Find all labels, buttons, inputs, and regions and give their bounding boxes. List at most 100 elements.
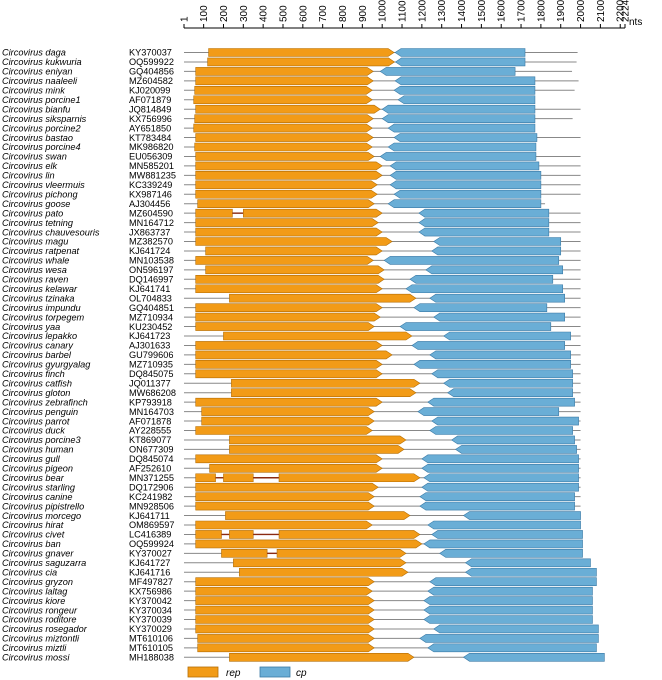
- rep-gene: [195, 350, 393, 360]
- genome-row: Circovirus eniyan GQ404856: [2, 67, 573, 77]
- genome-row: Circovirus impundu GQ404851: [2, 303, 581, 313]
- axis-tick-label: 800: [338, 5, 349, 22]
- virus-name: Circovirus kukwuria: [2, 57, 82, 67]
- virus-name: Circovirus duck: [2, 426, 65, 436]
- genome-row: Circovirus torpegem MZ710934: [2, 312, 581, 322]
- accession-number: DQ146997: [129, 275, 173, 285]
- rep-gene: [221, 549, 268, 558]
- genome-row: Circovirus elk MN585201: [2, 161, 581, 171]
- rep-gene: [195, 520, 373, 530]
- axis-tick-label: 1000: [378, 0, 389, 22]
- genome-row: Circovirus cia KJ641716: [2, 567, 597, 577]
- rep-gene: [195, 360, 383, 369]
- cp-gene: [431, 369, 573, 379]
- rep-gene: [195, 397, 383, 407]
- accession-number: MN164703: [129, 407, 174, 417]
- virus-name: Circovirus rongeur: [2, 605, 78, 615]
- axis-tick-label: 1700: [517, 0, 528, 22]
- genome-row: Circovirus miztontli MT610106: [2, 634, 599, 644]
- genome-row: Circovirus gull DQ845074: [2, 454, 581, 464]
- virus-name: Circovirus civet: [2, 530, 65, 540]
- genome-row: Circovirus yaa KU230452: [2, 322, 581, 332]
- axis-tick-label: 1600: [497, 0, 508, 22]
- rep-gene: [195, 530, 222, 539]
- rep-gene: [231, 378, 421, 388]
- genome-row: Circovirus miztli MT610105: [2, 643, 597, 653]
- rep-gene: [229, 530, 254, 539]
- rep-gene: [276, 549, 407, 558]
- cp-gene: [413, 303, 548, 312]
- cp-gene: [417, 407, 560, 416]
- rep-gene: [194, 86, 373, 95]
- accession-number: OL704833: [129, 293, 172, 303]
- rep-gene: [229, 435, 407, 445]
- axis-tick-label: 1200: [417, 0, 428, 22]
- axis-tick-label: 1100: [398, 0, 409, 22]
- cp-gene: [389, 180, 542, 190]
- accession-number: KJ641741: [129, 284, 170, 294]
- rep-gene: [195, 624, 375, 634]
- cp-gene: [397, 95, 536, 105]
- virus-name: Circovirus morcego: [2, 511, 81, 521]
- accession-number: KY370034: [129, 605, 172, 615]
- cp-gene: [429, 426, 573, 435]
- virus-name: Circovirus gyurgyalag: [2, 360, 91, 370]
- cp-gene: [387, 123, 536, 133]
- accession-number: AF071878: [129, 416, 171, 426]
- genome-row: Circovirus laltag KX756986: [2, 586, 593, 596]
- axis-tick-label: 1900: [556, 0, 567, 22]
- rep-gene: [197, 634, 375, 643]
- accession-number: MZ710934: [129, 312, 173, 322]
- accession-number: MN371255: [129, 473, 174, 483]
- virus-name: Circovirus raven: [2, 275, 68, 285]
- axis-tick-label: 1500: [477, 0, 488, 22]
- rep-gene: [197, 199, 375, 208]
- accession-number: MF497827: [129, 577, 173, 587]
- virus-name: Circovirus mink: [2, 86, 65, 96]
- virus-name: Circovirus mossi: [2, 653, 70, 663]
- rep-gene: [195, 369, 383, 379]
- axis-tick-label: 2100: [596, 0, 607, 22]
- accession-number: KY370042: [129, 596, 172, 606]
- rep-gene: [195, 218, 379, 227]
- genome-row: Circovirus bastao KT783484: [2, 133, 581, 143]
- virus-name: Circovirus hirat: [2, 520, 64, 530]
- rep-gene: [195, 208, 233, 218]
- virus-name: Circovirus ratpenat: [2, 246, 80, 256]
- axis-tick-label: 200: [219, 5, 230, 22]
- virus-name: Circovirus zebrafinch: [2, 397, 88, 407]
- virus-name: Circovirus finch: [2, 369, 65, 379]
- genome-row: Circovirus canary AJ301633: [2, 341, 581, 351]
- genome-row: Circovirus catfish JQ011377: [2, 378, 581, 388]
- genome-row: Circovirus barbel GU799606: [2, 350, 581, 360]
- cp-gene: [455, 445, 577, 454]
- rep-gene: [195, 133, 374, 142]
- accession-number: KT783484: [129, 133, 171, 143]
- accession-number: KJ641727: [129, 558, 170, 568]
- rep-gene: [223, 331, 413, 341]
- accession-number: KX756996: [129, 114, 172, 124]
- axis-tick-label: 1: [180, 16, 191, 22]
- legend-cp-swatch: [259, 666, 291, 678]
- virus-name: Circovirus magu: [2, 237, 68, 247]
- accession-number: KP793918: [129, 397, 172, 407]
- virus-name: Circovirus whale: [2, 256, 69, 266]
- virus-name: Circovirus impundu: [2, 303, 81, 313]
- accession-number: AJ301633: [129, 341, 170, 351]
- genome-row: Circovirus vleermuis KC339249: [2, 180, 581, 190]
- cp-gene: [433, 237, 562, 246]
- rep-gene: [195, 426, 373, 435]
- virus-name: Circovirus lepakko: [2, 331, 77, 341]
- rep-gene: [195, 171, 383, 180]
- virus-name: Circovirus goose: [2, 199, 70, 209]
- genome-row: Circovirus lin MW881235: [2, 171, 581, 181]
- virus-name: Circovirus bastao: [2, 133, 73, 143]
- rep-gene: [209, 464, 383, 473]
- cp-gene: [421, 454, 579, 464]
- accession-number: KC339249: [129, 180, 172, 190]
- cp-gene: [427, 397, 575, 407]
- cp-gene: [405, 284, 564, 294]
- genome-row: Circovirus rosegador KY370029: [2, 624, 599, 634]
